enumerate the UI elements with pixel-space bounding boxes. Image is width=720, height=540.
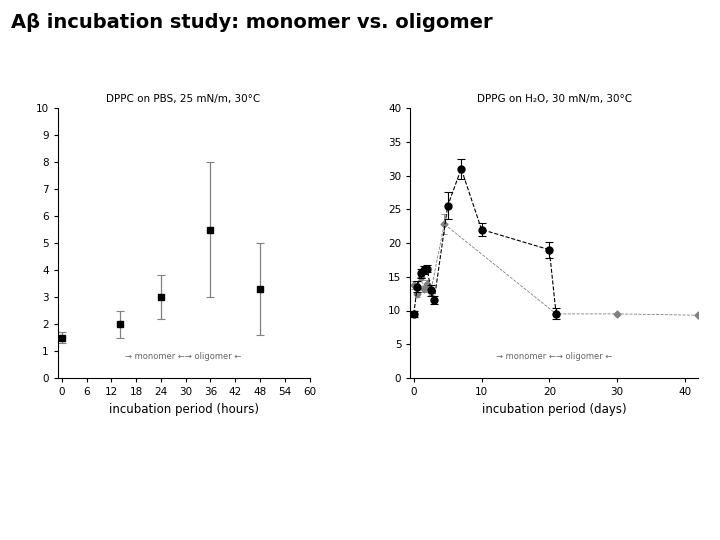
Title: DPPC on PBS, 25 mN/m, 30°C: DPPC on PBS, 25 mN/m, 30°C: [107, 94, 261, 104]
X-axis label: incubation period (days): incubation period (days): [482, 403, 626, 416]
Title: DPPG on H₂O, 30 mN/m, 30°C: DPPG on H₂O, 30 mN/m, 30°C: [477, 94, 632, 104]
Text: → monomer ←→ oligomer ←: → monomer ←→ oligomer ←: [496, 352, 613, 361]
Text: Aβ incubation study: monomer vs. oligomer: Aβ incubation study: monomer vs. oligome…: [11, 14, 492, 32]
X-axis label: incubation period (hours): incubation period (hours): [109, 403, 258, 416]
Text: → monomer ←→ oligomer ←: → monomer ←→ oligomer ←: [125, 352, 242, 361]
